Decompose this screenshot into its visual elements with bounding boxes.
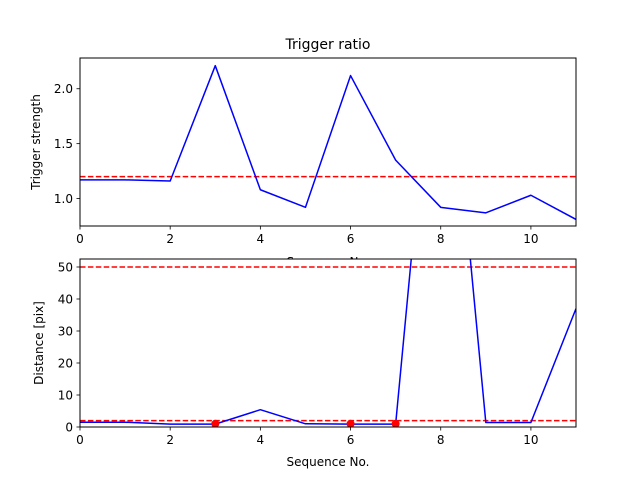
y-tick-label: 0	[65, 421, 73, 435]
y-axis-label: Distance [pix]	[32, 301, 46, 385]
axes-frame	[79, 258, 577, 428]
x-tick-label: 6	[347, 433, 355, 447]
axes-frame	[79, 57, 577, 227]
x-tick-label: 4	[257, 433, 265, 447]
x-tick-label: 10	[523, 232, 538, 246]
y-tick-label: 30	[58, 325, 73, 339]
axes-background	[80, 259, 576, 427]
x-tick-label: 8	[437, 433, 445, 447]
data-point-marker	[346, 419, 355, 427]
x-tick-label: 0	[76, 232, 84, 246]
y-axis-label: Trigger strength	[29, 94, 43, 191]
y-tick-label: 20	[58, 357, 73, 371]
series-line	[80, 64, 576, 221]
data-point-marker	[211, 419, 220, 427]
x-tick-label: 2	[166, 433, 174, 447]
data-point-marker	[391, 419, 400, 427]
x-tick-label: 6	[347, 232, 355, 246]
y-tick-label: 2.0	[54, 82, 73, 96]
x-tick-label: 0	[76, 433, 84, 447]
plot-title: Trigger ratio	[284, 37, 370, 53]
x-tick-label: 4	[257, 232, 265, 246]
y-tick-label: 1.5	[54, 137, 73, 151]
x-tick-label: 10	[523, 433, 538, 447]
y-tick-label: 10	[58, 389, 73, 403]
y-tick-label: 1.0	[54, 192, 73, 206]
y-tick-label: 40	[58, 293, 73, 307]
x-axis-label: Sequence No.	[287, 455, 370, 469]
series-line	[80, 259, 576, 425]
y-tick-label: 50	[58, 261, 73, 275]
distance-plot: 0 2 4 6 8 10 0 10 20 30 40 50 Sequence No. Distance…	[32, 258, 577, 469]
x-tick-label: 2	[166, 232, 174, 246]
x-tick-label: 8	[437, 232, 445, 246]
